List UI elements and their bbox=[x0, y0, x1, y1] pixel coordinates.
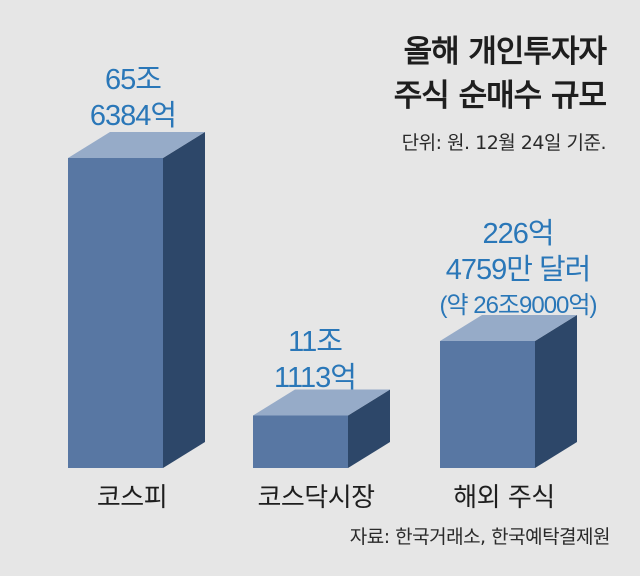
bar-top-kospi bbox=[68, 132, 205, 158]
data-label-line: 1113억 bbox=[274, 362, 357, 394]
data-label-line: 11조 bbox=[288, 326, 343, 358]
bar-overseas bbox=[440, 340, 535, 468]
bar-side-kosdaq bbox=[348, 389, 390, 468]
bar-side-kospi bbox=[163, 132, 205, 468]
category-label-overseas: 해외 주식 bbox=[453, 483, 555, 513]
data-label-line: 226억 bbox=[482, 218, 554, 250]
title-line-2: 주식 순매수 규모 bbox=[393, 78, 607, 114]
title-line-1: 올해 개인투자자 bbox=[403, 34, 607, 70]
unit-note: 단위: 원. 12월 24일 기준. bbox=[401, 132, 607, 154]
data-label-kospi: 65조 6384억 bbox=[68, 62, 198, 134]
data-label-kosdaq: 11조 1113억 bbox=[250, 324, 380, 396]
data-label-line: 6384억 bbox=[89, 100, 177, 132]
source-note: 자료: 한국거래소, 한국예탁결제원 bbox=[349, 526, 611, 548]
bar-top-kosdaq bbox=[253, 389, 390, 416]
category-label-kospi: 코스피 bbox=[96, 483, 168, 513]
category-label-kosdaq: 코스닥시장 bbox=[257, 483, 375, 513]
chart-title: 올해 개인투자자 주식 순매수 규모 bbox=[393, 30, 607, 118]
data-label-line: 65조 bbox=[105, 64, 162, 96]
data-label-overseas: 226억 4759만 달러 (약 26조9000억) bbox=[418, 216, 618, 324]
bar-kosdaq bbox=[253, 415, 348, 468]
bar-top-overseas bbox=[440, 314, 577, 341]
data-label-line: 4759만 달러 bbox=[445, 254, 592, 286]
data-label-line: (약 26조9000억) bbox=[439, 292, 598, 319]
bar-side-overseas bbox=[535, 314, 577, 468]
bar-kospi bbox=[68, 158, 163, 468]
